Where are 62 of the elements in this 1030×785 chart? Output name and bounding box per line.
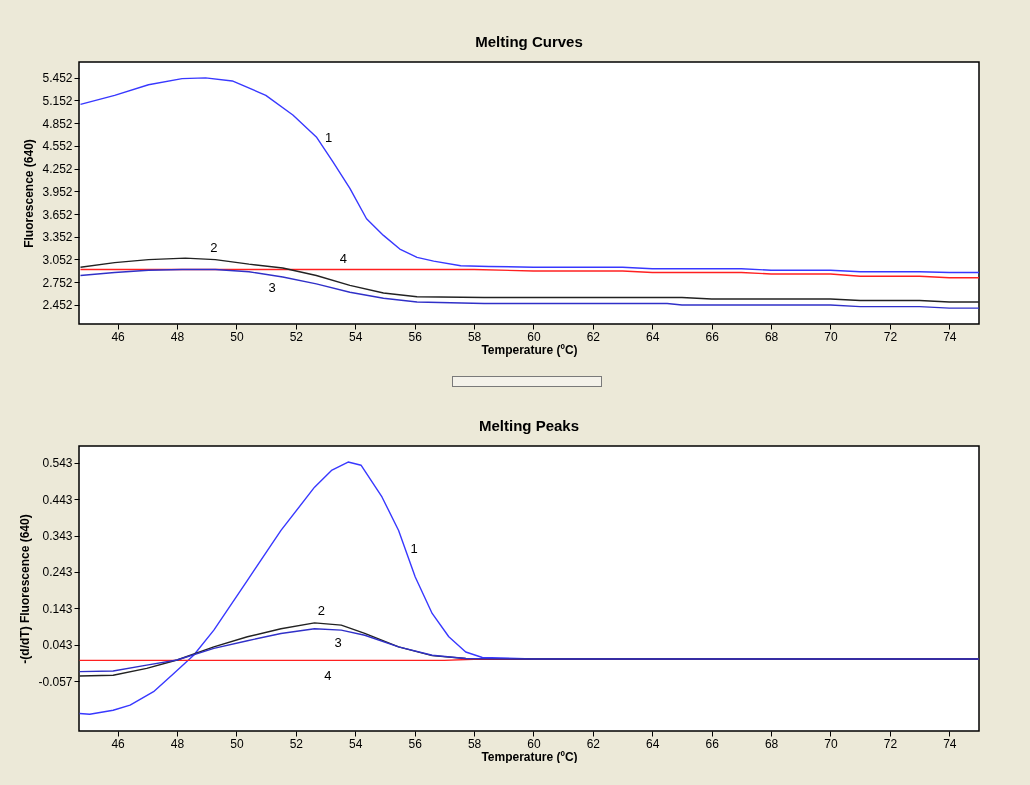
chart-title: Melting Peaks <box>478 417 580 434</box>
chart-title: Melting Curves <box>475 33 583 50</box>
annotation: 3 <box>268 279 276 295</box>
x-tick-label: 56 <box>408 329 423 344</box>
x-tick-label: 62 <box>586 329 601 344</box>
y-tick-label: 5.152 <box>42 93 73 108</box>
x-tick-label: 60 <box>527 736 541 751</box>
x-tick-label: 68 <box>764 736 779 751</box>
y-tick-label: 4.552 <box>42 139 73 154</box>
x-tick-label: 74 <box>943 329 957 344</box>
x-tick-label: 46 <box>111 736 126 751</box>
x-tick-label: 70 <box>824 736 838 751</box>
y-tick-label: 0.443 <box>42 492 73 507</box>
x-tick-label: 50 <box>230 736 244 751</box>
x-tick-label: 64 <box>646 329 660 344</box>
y-tick-label: 0.343 <box>42 529 73 544</box>
annotation: 2 <box>317 603 325 619</box>
y-tick-label: 4.852 <box>42 116 73 131</box>
x-tick-label: 68 <box>764 329 779 344</box>
x-tick-label: 58 <box>467 329 482 344</box>
x-tick-label: 52 <box>289 736 304 751</box>
x-tick-label: 60 <box>527 329 541 344</box>
x-tick-label: 46 <box>111 329 126 344</box>
annotation: 4 <box>324 668 332 684</box>
x-tick-label: 48 <box>170 736 185 751</box>
x-tick-label: 56 <box>408 736 423 751</box>
y-tick-label: 0.143 <box>42 601 73 616</box>
y-axis-title: -(d/dT) Fluorescence (640) <box>18 514 33 664</box>
y-tick-label: 0.543 <box>42 456 73 471</box>
x-tick-label: 66 <box>705 736 720 751</box>
x-tick-label: 58 <box>467 736 482 751</box>
x-axis-title: Temperature (ºC) <box>481 749 578 764</box>
x-tick-label: 70 <box>824 329 838 344</box>
x-tick-label: 50 <box>230 329 244 344</box>
y-tick-label: 3.052 <box>42 252 73 267</box>
y-tick-label: 0.243 <box>42 565 73 580</box>
x-tick-label: 64 <box>646 736 660 751</box>
y-tick-label: 3.352 <box>42 230 73 245</box>
y-axis-title: Fluorescence (640) <box>22 139 37 248</box>
annotation: 4 <box>339 251 347 267</box>
y-tick-label: 3.652 <box>42 207 73 222</box>
annotation: 1 <box>410 540 418 556</box>
x-tick-label: 66 <box>705 329 720 344</box>
x-tick-label: 72 <box>883 329 898 344</box>
x-tick-label: 72 <box>883 736 898 751</box>
x-tick-label: 54 <box>349 329 363 344</box>
y-tick-label: 4.252 <box>42 162 73 177</box>
y-tick-label: 3.952 <box>42 184 73 199</box>
x-tick-label: 54 <box>349 736 363 751</box>
y-tick-label: 2.752 <box>42 275 73 290</box>
annotation: 3 <box>334 634 342 650</box>
annotation: 1 <box>324 129 333 145</box>
annotation: 2 <box>210 239 218 255</box>
x-tick-label: 52 <box>289 329 304 344</box>
x-tick-label: 48 <box>170 329 185 344</box>
x-axis-title: Temperature (ºC) <box>481 342 578 357</box>
y-tick-label: 5.452 <box>42 71 73 86</box>
y-tick-label: 0.043 <box>42 638 73 653</box>
y-tick-label: 2.452 <box>42 298 73 313</box>
y-tick-label: -0.057 <box>38 674 73 689</box>
x-tick-label: 62 <box>586 736 601 751</box>
x-tick-label: 74 <box>943 736 957 751</box>
